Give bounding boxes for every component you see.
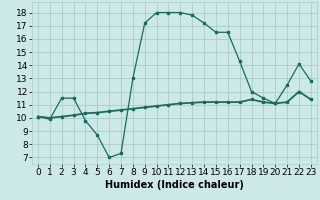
X-axis label: Humidex (Indice chaleur): Humidex (Indice chaleur) (105, 180, 244, 190)
